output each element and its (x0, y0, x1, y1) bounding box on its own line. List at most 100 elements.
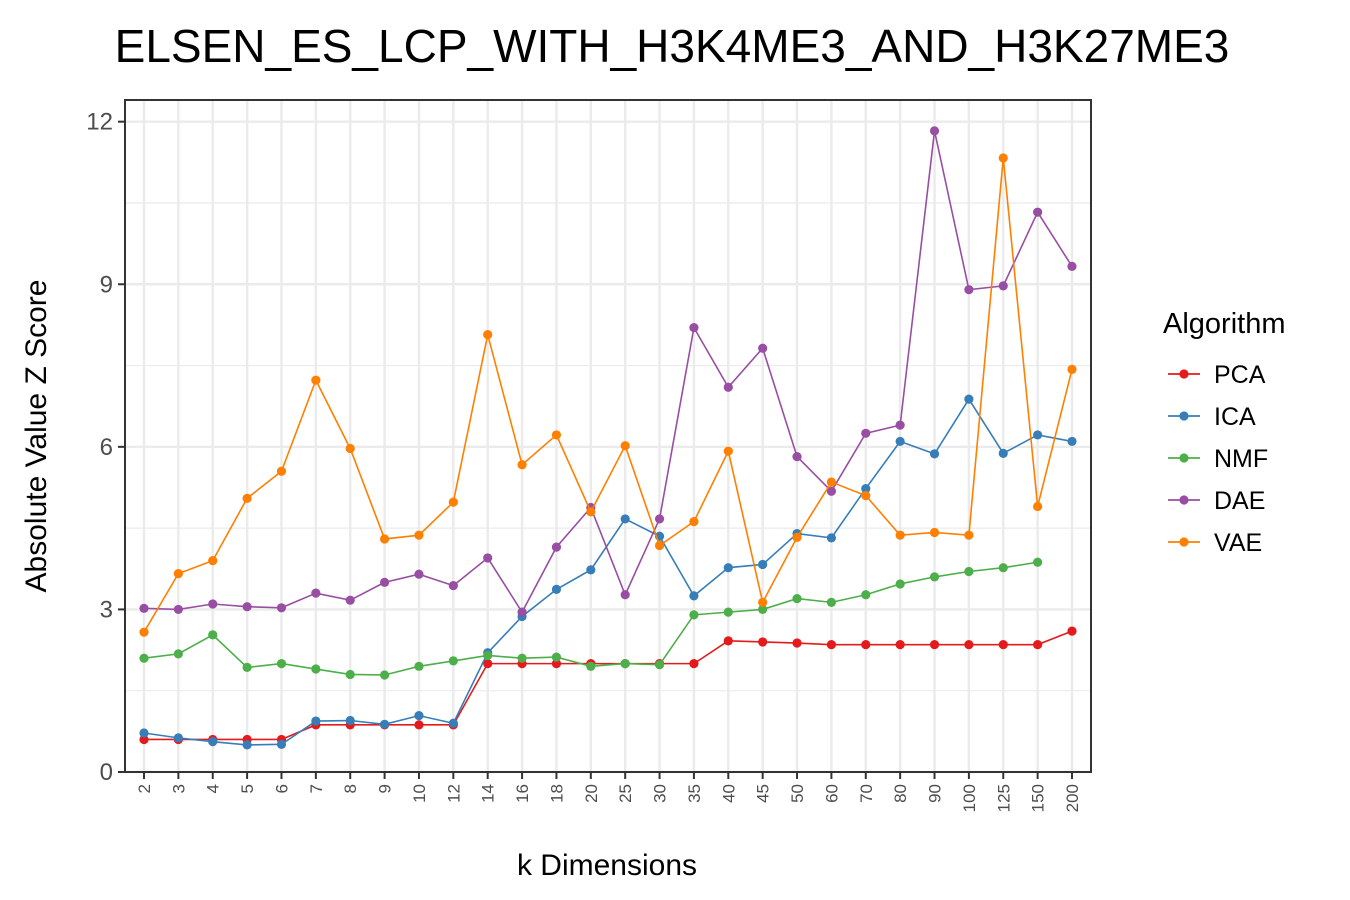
data-point-nmf (517, 653, 527, 663)
data-point-nmf (345, 669, 355, 680)
legend-item-vae: VAE (1168, 529, 1262, 557)
chart-title: ELSEN_ES_LCP_WITH_H3K4ME3_AND_H3K27ME3 (115, 20, 1230, 72)
data-point-ica (345, 715, 355, 726)
data-point-ica (208, 737, 218, 747)
data-point-dae (792, 451, 802, 462)
data-point-pca (792, 638, 802, 648)
y-tick-label: 6 (100, 434, 113, 461)
x-tick-label: 45 (754, 784, 773, 803)
data-point-dae (173, 604, 183, 615)
data-point-pca (1067, 626, 1077, 636)
data-point-pca (861, 640, 871, 650)
data-point-dae (551, 542, 562, 552)
data-point-pca (964, 640, 974, 650)
data-point-ica (276, 739, 287, 749)
x-tick-label: 100 (960, 784, 979, 812)
data-point-vae (1067, 364, 1077, 374)
data-point-ica (139, 728, 149, 738)
x-tick-label: 35 (685, 784, 704, 803)
x-tick-label: 6 (272, 784, 291, 793)
y-axis-title: Absolute Value Z Score (20, 280, 53, 593)
x-tick-label: 14 (479, 784, 498, 803)
data-point-vae (276, 466, 287, 476)
data-point-nmf (242, 662, 252, 673)
x-tick-label: 7 (307, 784, 326, 793)
data-point-dae (964, 285, 974, 295)
data-point-nmf (414, 661, 424, 671)
series-line-dae (143, 130, 1073, 614)
data-point-dae (1033, 207, 1043, 217)
data-point-vae (861, 491, 871, 501)
x-tick-label: 50 (788, 784, 807, 803)
data-point-ica (1033, 430, 1043, 440)
data-point-nmf (276, 659, 287, 669)
x-tick-label: 90 (926, 784, 945, 803)
x-tick-label: 18 (547, 784, 566, 803)
data-point-ica (620, 514, 630, 524)
x-axis: 2 3 4 5 6 7 8 9 10 12 14 16 18 20 25 30 35 40 45 50 60 70 80 90… (135, 772, 1082, 812)
data-point-nmf (758, 604, 768, 615)
data-point-ica (586, 565, 596, 575)
legend-key-point (1179, 369, 1189, 379)
data-point-dae (311, 588, 321, 598)
x-tick-label: 80 (891, 784, 910, 803)
data-point-vae (1033, 501, 1043, 512)
data-point-vae (448, 497, 458, 507)
data-point-ica (929, 449, 940, 459)
data-point-pca (414, 720, 424, 730)
x-tick-label: 3 (169, 784, 188, 793)
data-point-nmf (895, 579, 905, 589)
data-point-dae (139, 603, 149, 613)
data-point-nmf (654, 660, 665, 670)
data-point-vae (139, 627, 149, 637)
data-point-vae (345, 443, 355, 454)
data-point-nmf (792, 593, 802, 604)
series-ica (139, 394, 1077, 750)
data-point-pca (826, 640, 837, 650)
data-point-dae (242, 602, 252, 612)
x-tick-label: 16 (513, 784, 532, 803)
data-point-nmf (1033, 557, 1043, 567)
data-point-nmf (448, 656, 458, 666)
data-point-ica (1067, 436, 1077, 447)
data-point-ica (758, 559, 768, 570)
data-point-vae (379, 534, 390, 544)
data-point-dae (345, 595, 355, 605)
data-point-ica (689, 591, 699, 601)
data-point-nmf (379, 670, 390, 680)
legend-label: NMF (1214, 445, 1268, 473)
legend-key-point (1179, 453, 1189, 463)
data-point-dae (483, 553, 493, 563)
data-point-pca (483, 659, 493, 669)
x-axis-title: k Dimensions (517, 849, 697, 882)
data-point-vae (689, 517, 699, 527)
data-point-nmf (311, 664, 321, 674)
y-tick-label: 0 (100, 759, 113, 786)
data-point-nmf (620, 659, 630, 669)
data-point-nmf (551, 652, 562, 662)
y-tick-label: 9 (100, 271, 113, 298)
data-point-dae (620, 590, 630, 600)
data-point-dae (723, 382, 733, 392)
data-point-pca (551, 659, 562, 669)
legend: Algorithm PCA ICA NMF DAE VAE (1163, 308, 1286, 557)
legend-item-pca: PCA (1168, 361, 1266, 389)
data-point-ica (448, 718, 458, 728)
data-point-nmf (689, 610, 699, 620)
data-point-ica (723, 563, 733, 573)
data-point-ica (379, 719, 390, 729)
data-point-vae (208, 556, 218, 566)
series-vae (139, 153, 1077, 637)
data-point-ica (964, 394, 974, 404)
legend-item-dae: DAE (1168, 487, 1265, 515)
series-dae (139, 126, 1077, 617)
x-tick-label: 12 (444, 784, 463, 803)
x-tick-label: 2 (135, 784, 154, 793)
data-point-ica (826, 533, 837, 543)
plot-area (125, 100, 1091, 772)
data-point-ica (998, 448, 1008, 458)
data-point-dae (276, 603, 287, 613)
legend-label: PCA (1214, 361, 1266, 389)
x-tick-label: 60 (822, 784, 841, 803)
data-point-vae (620, 441, 630, 451)
